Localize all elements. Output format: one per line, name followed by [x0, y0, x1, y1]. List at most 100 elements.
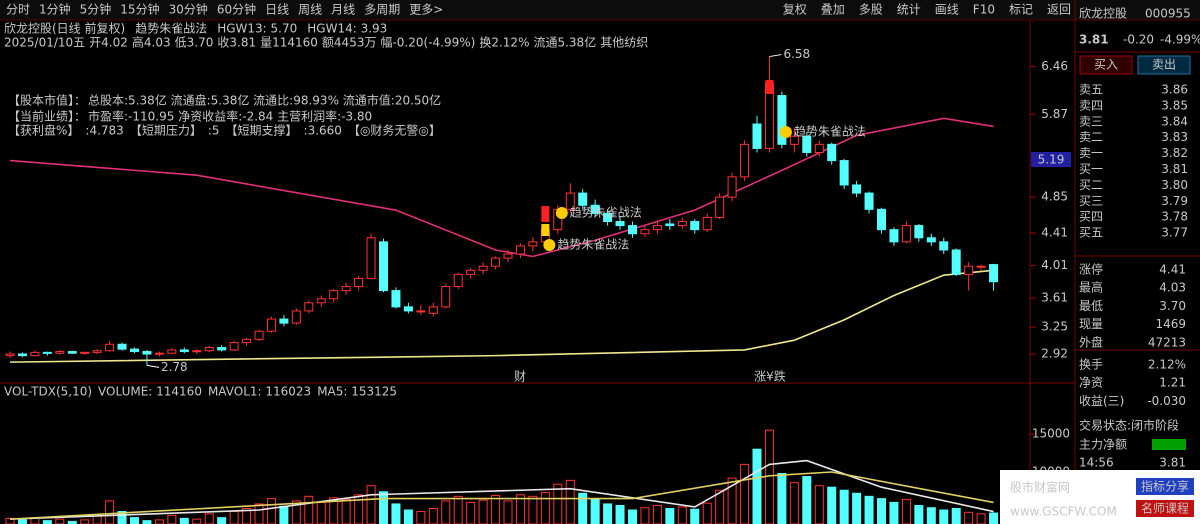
volume-bar — [939, 509, 949, 524]
book-label: 卖三 — [1079, 114, 1103, 128]
toolbar-button[interactable]: F10 — [973, 3, 995, 17]
candle-body — [628, 225, 637, 235]
candle-body — [590, 204, 600, 214]
volume-bar — [441, 500, 451, 524]
signal-icon — [555, 207, 568, 219]
toolbar-button[interactable]: 叠加 — [821, 3, 845, 17]
volume-bar — [242, 507, 252, 524]
chart-header: 趋势朱雀战法 — [135, 22, 207, 36]
volume-bar — [453, 495, 463, 524]
candle-body — [690, 221, 700, 231]
buy-button[interactable] — [1079, 55, 1133, 75]
candle-body — [42, 351, 52, 354]
stat-value: 1.21 — [1159, 376, 1186, 390]
book-price: 3.86 — [1161, 83, 1188, 97]
candle-body — [179, 349, 189, 353]
toolbar-tab[interactable]: 5分钟 — [80, 2, 112, 17]
candle-body — [939, 241, 949, 251]
toolbar-tab[interactable]: 多周期 — [364, 3, 400, 17]
candle-body — [951, 249, 961, 275]
volume-bar — [428, 507, 438, 524]
volume-bar — [55, 518, 65, 524]
volume-bar — [740, 463, 750, 524]
candle-body — [167, 349, 177, 354]
candle-body — [852, 184, 862, 194]
chart-header: HGW14: 3.93 — [307, 22, 387, 36]
stat-value: 1469 — [1155, 317, 1186, 331]
volume-bar — [802, 476, 812, 524]
volume-bar — [615, 504, 625, 524]
volume-bar — [839, 489, 849, 524]
info-item: 开4.02 — [89, 36, 128, 50]
toolbar-tab[interactable]: 更多> — [409, 3, 443, 17]
y-tick-label: 2.92 — [1041, 346, 1068, 360]
candle-body — [105, 343, 115, 352]
toolbar-button[interactable]: 画线 — [935, 3, 959, 17]
candle-body — [80, 351, 90, 354]
sell-button[interactable] — [1137, 55, 1191, 75]
buy-button-label[interactable]: 买入 — [1094, 58, 1118, 72]
watermark-tag: 指标分享 — [1141, 479, 1189, 494]
candle-body — [204, 346, 214, 352]
stat-value: 4.03 — [1159, 281, 1186, 295]
volume-bar — [67, 520, 77, 524]
stat-label: 净资 — [1079, 376, 1103, 390]
toolbar-button[interactable]: 复权 — [783, 3, 807, 17]
y-tick-label: 3.61 — [1041, 290, 1068, 304]
candle-body — [702, 216, 712, 231]
toolbar-tab[interactable]: 1分钟 — [39, 2, 71, 17]
volume-bar — [989, 512, 999, 524]
signal-label: 趋势朱雀战法 — [794, 125, 866, 139]
high-label: 6.58 — [783, 47, 810, 61]
candle-body — [192, 350, 202, 353]
toolbar-button[interactable]: 统计 — [897, 3, 921, 17]
book-price: 3.78 — [1161, 210, 1188, 224]
signal-block — [541, 206, 550, 222]
toolbar-button[interactable]: 返回 — [1047, 3, 1071, 17]
candle-body — [67, 351, 77, 354]
volume-bar — [951, 507, 961, 524]
ma-line — [9, 471, 994, 520]
volume-bar — [416, 511, 426, 524]
candle-body — [279, 318, 289, 324]
chart-header: HGW13: 5.70 — [217, 22, 297, 36]
candle-body — [254, 330, 264, 340]
stat-value: 4.41 — [1159, 263, 1186, 277]
toolbar-tab[interactable]: 分时 — [6, 3, 30, 17]
volume-bar — [553, 483, 563, 524]
volume-bar — [652, 504, 662, 524]
book-price: 3.83 — [1161, 130, 1188, 144]
toolbar-tab[interactable]: 月线 — [331, 3, 355, 17]
y-tick-label: 15000 — [1032, 426, 1070, 440]
book-label: 买一 — [1079, 162, 1103, 176]
signal-label: 趋势朱雀战法 — [570, 206, 642, 220]
volume-bar — [702, 502, 712, 524]
volume-bar — [316, 501, 326, 524]
toolbar-tab[interactable]: 60分钟 — [217, 2, 256, 17]
event-label: 财 — [514, 370, 526, 384]
volume-bar — [976, 513, 986, 524]
toolbar-button[interactable]: 多股 — [859, 3, 883, 17]
toolbar-tab[interactable]: 15分钟 — [120, 2, 159, 17]
volume-bar — [42, 520, 52, 524]
toolbar-tab[interactable]: 30分钟 — [169, 2, 208, 17]
volume-bar — [565, 479, 575, 524]
watermark-url: www.GSCFW.COM — [1010, 505, 1117, 519]
indicator-stat: :3.660 — [304, 124, 342, 138]
candle-body — [428, 306, 438, 314]
toolbar-tab[interactable]: 周线 — [298, 3, 322, 17]
y-tick-label: 5.87 — [1041, 107, 1068, 121]
candle-body — [229, 342, 239, 351]
volume-bar — [179, 517, 189, 524]
toolbar-tab[interactable]: 日线 — [265, 3, 289, 17]
volume-bar — [92, 515, 102, 524]
flow-label: 主力净额 — [1079, 438, 1127, 452]
volume-bar — [964, 511, 974, 524]
book-label: 买二 — [1079, 178, 1103, 192]
toolbar-button[interactable]: 标记 — [1009, 3, 1033, 17]
stock-name: 欣龙控股 — [1079, 7, 1127, 21]
sell-button-label[interactable]: 卖出 — [1152, 58, 1176, 72]
candle-body — [789, 135, 799, 145]
volume-bar — [814, 485, 824, 524]
watermark-tag-bg — [1136, 478, 1194, 495]
